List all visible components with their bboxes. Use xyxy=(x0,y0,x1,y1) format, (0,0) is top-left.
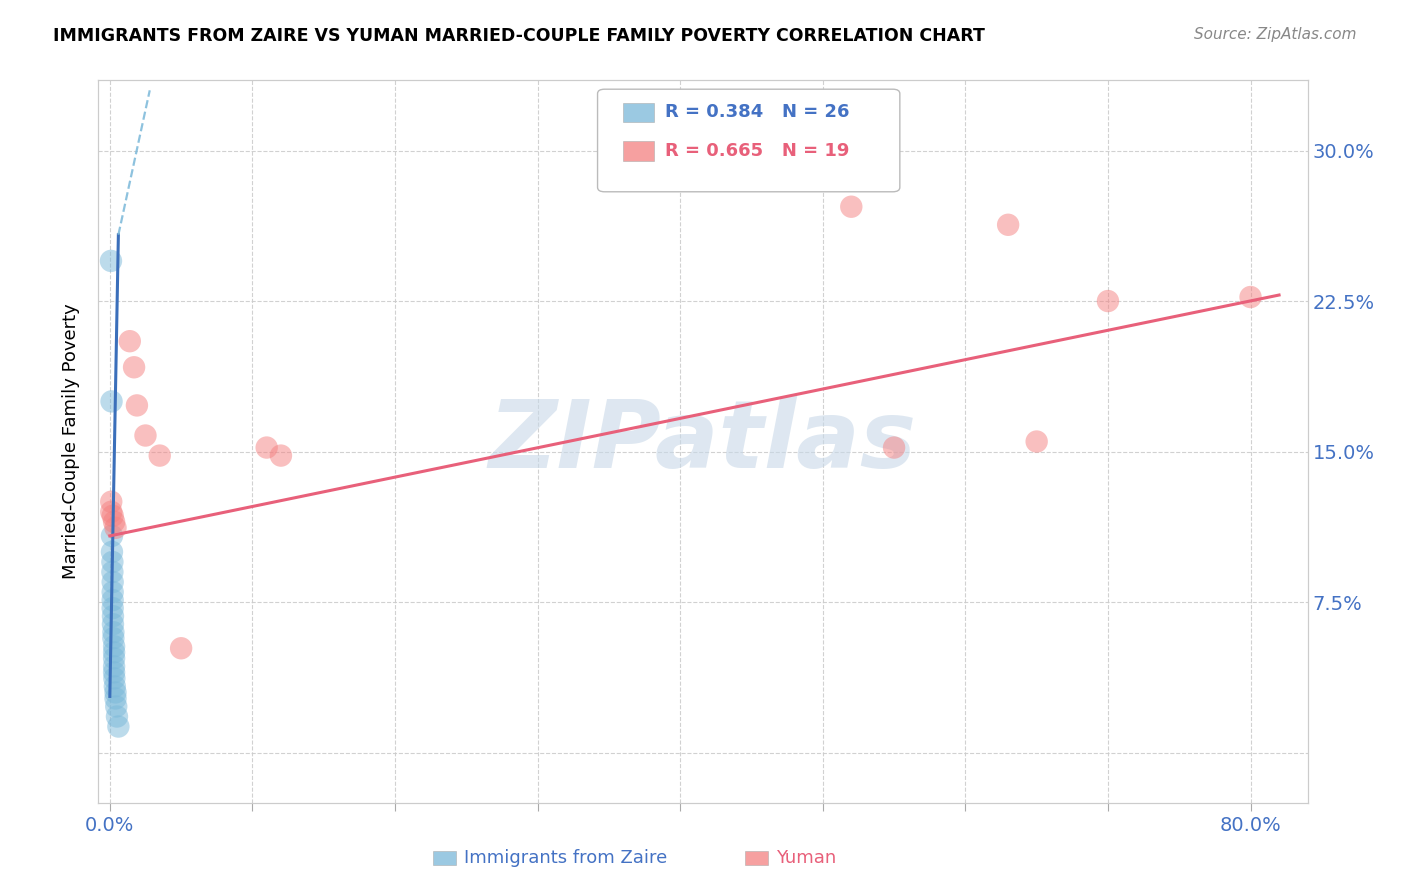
Text: Yuman: Yuman xyxy=(776,849,837,867)
Point xyxy=(101,601,124,615)
Point xyxy=(103,665,125,680)
Point xyxy=(105,699,128,714)
Point xyxy=(101,617,124,632)
Point xyxy=(103,632,125,646)
Point xyxy=(1239,290,1261,304)
Point xyxy=(105,709,128,723)
Point xyxy=(101,575,124,590)
Point xyxy=(100,494,122,508)
Point xyxy=(101,593,124,607)
Point xyxy=(104,691,127,706)
Point xyxy=(134,428,156,442)
Point xyxy=(122,360,145,375)
Text: Immigrants from Zaire: Immigrants from Zaire xyxy=(464,849,668,867)
Point xyxy=(101,545,124,559)
Point xyxy=(118,334,141,349)
Point xyxy=(101,585,124,599)
Point xyxy=(101,555,124,569)
Text: Source: ZipAtlas.com: Source: ZipAtlas.com xyxy=(1194,27,1357,42)
Point xyxy=(101,609,124,624)
Point xyxy=(883,441,905,455)
Text: R = 0.384   N = 26: R = 0.384 N = 26 xyxy=(665,103,849,121)
Point xyxy=(104,680,127,694)
Point xyxy=(839,200,862,214)
Point xyxy=(103,625,125,640)
Point xyxy=(100,394,122,409)
Point xyxy=(1025,434,1047,449)
Point xyxy=(125,399,148,413)
Point xyxy=(149,449,172,463)
Point xyxy=(104,521,127,535)
Text: R = 0.665   N = 19: R = 0.665 N = 19 xyxy=(665,142,849,160)
Point xyxy=(101,565,124,579)
Point xyxy=(100,254,122,268)
Text: ZIPatlas: ZIPatlas xyxy=(489,395,917,488)
Point xyxy=(103,659,125,673)
Point xyxy=(997,218,1019,232)
Y-axis label: Married-Couple Family Poverty: Married-Couple Family Poverty xyxy=(62,303,80,580)
Point xyxy=(100,505,122,519)
Point xyxy=(103,639,125,653)
Point xyxy=(270,449,292,463)
Point xyxy=(103,645,125,659)
Point xyxy=(104,685,127,699)
Point xyxy=(101,529,124,543)
Point xyxy=(103,651,125,665)
Point xyxy=(101,508,124,523)
Point xyxy=(170,641,193,656)
Point xyxy=(103,515,125,529)
Point xyxy=(103,672,125,686)
Point xyxy=(107,719,129,733)
Text: IMMIGRANTS FROM ZAIRE VS YUMAN MARRIED-COUPLE FAMILY POVERTY CORRELATION CHART: IMMIGRANTS FROM ZAIRE VS YUMAN MARRIED-C… xyxy=(53,27,986,45)
Point xyxy=(256,441,278,455)
Point xyxy=(1097,294,1119,309)
